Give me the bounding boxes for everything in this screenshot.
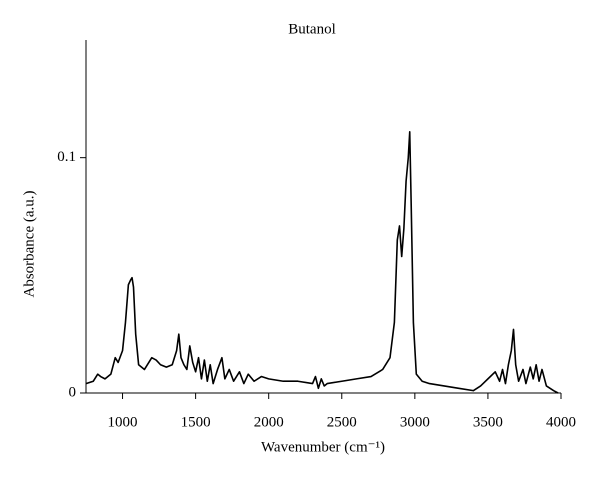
x-tick-label: 1500 [181,414,211,430]
y-tick-label: 0.1 [57,149,76,165]
spectrum-line [85,130,559,394]
y-axis-label: Absorbance (a.u.) [21,190,37,297]
x-tick-label: 3500 [473,414,503,430]
x-tick-label: 2500 [327,414,357,430]
x-axis-label: Wavenumber (cm⁻¹) [261,439,385,455]
x-tick-label: 1000 [108,414,138,430]
y-tick-label: 0 [69,384,77,400]
chart-title: Butanol [288,21,336,37]
x-tick-label: 4000 [546,414,576,430]
x-tick-label: 2000 [254,414,284,430]
x-tick-label: 3000 [400,414,430,430]
